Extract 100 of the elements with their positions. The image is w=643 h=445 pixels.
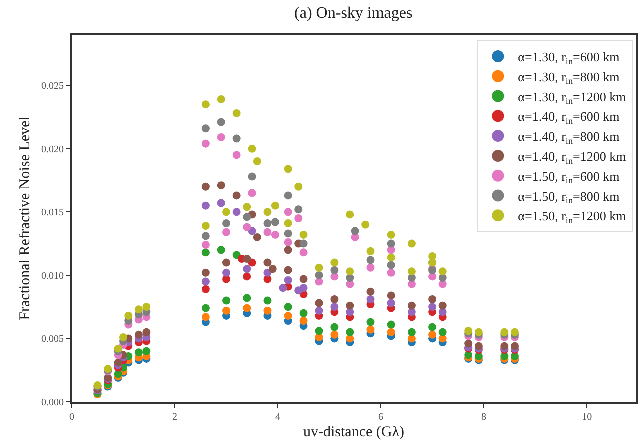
point	[387, 268, 396, 277]
point	[217, 134, 226, 142]
y-tick-label: 0.005	[42, 334, 64, 346]
point	[300, 230, 308, 239]
point	[202, 202, 210, 210]
point	[387, 230, 396, 239]
point	[330, 258, 339, 267]
point	[217, 96, 226, 104]
point	[202, 100, 210, 109]
x-tick-label: 0	[70, 412, 74, 423]
point	[222, 296, 231, 305]
point	[222, 228, 231, 236]
legend-label: α=1.50, r$_{in}$=1200 km	[518, 208, 626, 226]
point	[294, 214, 303, 222]
point	[217, 182, 226, 190]
x-axis-title: uv-distance (Gλ)	[304, 424, 404, 440]
point	[202, 222, 210, 230]
point	[232, 151, 241, 160]
point	[202, 268, 210, 277]
point	[408, 302, 416, 310]
point	[243, 255, 252, 263]
point	[217, 118, 226, 126]
legend-label: α=1.40, r$_{in}$=800 km	[518, 129, 620, 146]
point	[346, 210, 354, 219]
point	[346, 302, 354, 310]
point	[387, 299, 396, 308]
point	[217, 246, 226, 254]
point	[232, 208, 241, 216]
point	[366, 318, 375, 326]
point	[408, 240, 416, 248]
point	[264, 208, 272, 216]
point	[428, 295, 437, 304]
point	[387, 320, 396, 329]
point	[438, 302, 447, 310]
point	[294, 182, 303, 191]
point	[500, 342, 509, 350]
x-tick-label: 10	[582, 412, 592, 423]
point	[248, 172, 256, 181]
point	[264, 296, 272, 305]
point	[243, 223, 252, 232]
point	[464, 340, 473, 348]
point	[315, 299, 324, 308]
point	[408, 268, 416, 276]
point	[243, 213, 252, 222]
point	[264, 258, 272, 267]
point	[315, 271, 324, 280]
x-tick-label: 4	[276, 412, 281, 423]
point	[264, 228, 272, 236]
y-tick-label: 0.015	[42, 208, 64, 219]
point	[202, 313, 210, 322]
point	[510, 328, 519, 336]
point	[202, 232, 210, 240]
point	[284, 208, 292, 216]
point	[387, 254, 396, 262]
point	[294, 206, 303, 214]
point	[271, 202, 280, 210]
point	[222, 258, 231, 267]
point	[330, 330, 339, 339]
point	[315, 327, 324, 336]
point	[142, 328, 151, 336]
point	[202, 285, 210, 294]
legend-label: α=1.50, r$_{in}$=600 km	[518, 168, 620, 186]
point	[284, 276, 292, 285]
point	[243, 294, 252, 302]
point	[330, 295, 339, 304]
point	[134, 348, 143, 357]
point	[284, 312, 292, 320]
point	[222, 208, 231, 216]
point	[330, 323, 339, 332]
point	[408, 328, 416, 336]
point	[464, 327, 473, 336]
point	[248, 189, 256, 198]
chart-title: (a) On-sky images	[294, 4, 413, 22]
point	[232, 134, 241, 143]
y-tick-label: 0.025	[42, 81, 64, 92]
legend-label: α=1.40, r$_{in}$=600 km	[518, 109, 620, 126]
point	[114, 358, 122, 367]
point	[366, 288, 375, 296]
point	[134, 306, 143, 314]
point	[510, 342, 519, 350]
point	[387, 261, 396, 270]
point	[202, 278, 210, 286]
point	[284, 220, 292, 228]
point	[284, 165, 292, 174]
point	[248, 144, 256, 153]
point	[120, 333, 128, 342]
point	[232, 192, 241, 200]
point	[222, 220, 231, 228]
point	[202, 248, 210, 257]
point	[284, 238, 292, 247]
point	[284, 230, 292, 238]
x-tick-label: 8	[482, 412, 487, 423]
point	[222, 268, 231, 277]
point	[346, 328, 354, 336]
point	[253, 158, 262, 166]
point	[362, 220, 370, 229]
point	[428, 252, 437, 260]
point	[124, 312, 133, 320]
legend-label: α=1.30, r$_{in}$=1200 km	[518, 89, 626, 106]
point	[366, 264, 375, 272]
